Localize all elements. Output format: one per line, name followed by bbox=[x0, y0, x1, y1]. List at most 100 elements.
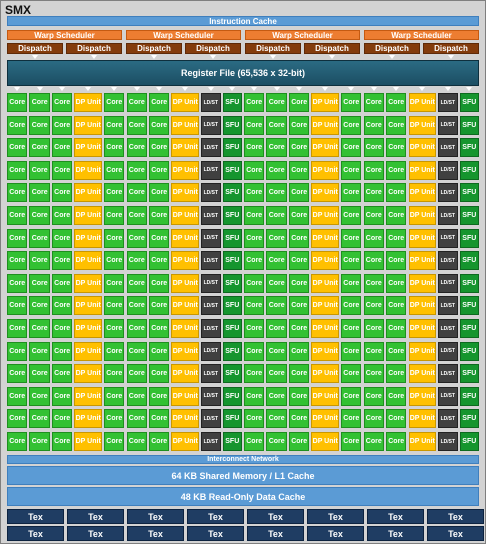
dp-unit: DP Unit bbox=[408, 273, 437, 293]
core: Core bbox=[288, 183, 310, 203]
core: Core bbox=[386, 273, 407, 293]
core: Core bbox=[126, 115, 147, 135]
register-arrow bbox=[182, 87, 189, 91]
core: Core bbox=[266, 319, 287, 338]
ld-st-unit: LD/ST bbox=[438, 251, 458, 271]
core: Core bbox=[7, 432, 28, 451]
texture-unit: Tex bbox=[427, 526, 484, 541]
core: Core bbox=[126, 319, 147, 338]
dispatch-unit: Dispatch bbox=[423, 43, 479, 54]
core: Core bbox=[126, 138, 147, 158]
core: Core bbox=[7, 296, 28, 316]
core: Core bbox=[7, 206, 28, 225]
sfu: SFU bbox=[222, 138, 242, 158]
dp-unit: DP Unit bbox=[171, 183, 200, 203]
dp-unit: DP Unit bbox=[408, 228, 437, 248]
core: Core bbox=[266, 386, 287, 406]
core: Core bbox=[386, 138, 407, 158]
warp-scheduler: Warp Scheduler bbox=[364, 30, 479, 40]
core: Core bbox=[363, 296, 384, 316]
core: Core bbox=[363, 409, 384, 429]
ld-st-unit: LD/ST bbox=[201, 386, 221, 406]
ld-st-unit: LD/ST bbox=[438, 93, 458, 112]
core: Core bbox=[288, 93, 310, 112]
core: Core bbox=[244, 386, 265, 406]
core: Core bbox=[244, 115, 265, 135]
register-arrow bbox=[444, 87, 451, 91]
dp-unit: DP Unit bbox=[408, 364, 437, 384]
sfu: SFU bbox=[459, 296, 479, 316]
dp-unit: DP Unit bbox=[408, 432, 437, 451]
core: Core bbox=[266, 432, 287, 451]
warp-scheduler: Warp Scheduler bbox=[7, 30, 122, 40]
core: Core bbox=[29, 251, 50, 271]
core: Core bbox=[126, 432, 147, 451]
core: Core bbox=[288, 409, 310, 429]
register-arrow bbox=[273, 87, 280, 91]
core: Core bbox=[341, 409, 362, 429]
ld-st-unit: LD/ST bbox=[201, 183, 221, 203]
core: Core bbox=[363, 386, 384, 406]
core: Core bbox=[126, 93, 147, 112]
ld-st-unit: LD/ST bbox=[201, 228, 221, 248]
core: Core bbox=[244, 138, 265, 158]
dp-unit: DP Unit bbox=[74, 115, 102, 135]
core: Core bbox=[126, 364, 147, 384]
core: Core bbox=[288, 432, 310, 451]
ld-st-unit: LD/ST bbox=[438, 206, 458, 225]
dp-unit: DP Unit bbox=[311, 93, 340, 112]
core: Core bbox=[386, 296, 407, 316]
core: Core bbox=[104, 432, 125, 451]
core: Core bbox=[363, 93, 384, 112]
core: Core bbox=[149, 183, 170, 203]
dp-unit: DP Unit bbox=[311, 296, 340, 316]
core: Core bbox=[149, 251, 170, 271]
dp-unit: DP Unit bbox=[74, 296, 102, 316]
dispatch-arrow bbox=[329, 55, 335, 59]
core: Core bbox=[149, 115, 170, 135]
core: Core bbox=[244, 364, 265, 384]
sfu: SFU bbox=[222, 251, 242, 271]
core: Core bbox=[266, 251, 287, 271]
core: Core bbox=[104, 183, 125, 203]
texture-unit: Tex bbox=[187, 509, 244, 524]
dispatch-arrow bbox=[448, 55, 454, 59]
dp-unit: DP Unit bbox=[171, 228, 200, 248]
core: Core bbox=[7, 364, 28, 384]
sfu: SFU bbox=[459, 93, 479, 112]
core: Core bbox=[244, 251, 265, 271]
sfu: SFU bbox=[459, 409, 479, 429]
core: Core bbox=[386, 183, 407, 203]
dispatch-arrow bbox=[389, 55, 395, 59]
core: Core bbox=[244, 319, 265, 338]
register-arrow bbox=[59, 87, 66, 91]
core: Core bbox=[288, 273, 310, 293]
core: Core bbox=[363, 228, 384, 248]
core: Core bbox=[386, 93, 407, 112]
sfu: SFU bbox=[222, 364, 242, 384]
dispatch-unit: Dispatch bbox=[364, 43, 420, 54]
core: Core bbox=[266, 364, 287, 384]
core: Core bbox=[341, 183, 362, 203]
core: Core bbox=[266, 341, 287, 361]
core: Core bbox=[104, 160, 125, 180]
dispatch-unit: Dispatch bbox=[245, 43, 301, 54]
sfu: SFU bbox=[222, 115, 242, 135]
warp-scheduler: Warp Scheduler bbox=[126, 30, 241, 40]
sfu: SFU bbox=[459, 341, 479, 361]
core: Core bbox=[149, 341, 170, 361]
core: Core bbox=[266, 296, 287, 316]
dp-unit: DP Unit bbox=[311, 138, 340, 158]
texture-unit: Tex bbox=[367, 509, 424, 524]
sfu: SFU bbox=[222, 386, 242, 406]
register-file: Register File (65,536 x 32-bit) bbox=[7, 60, 479, 86]
register-arrow bbox=[348, 87, 355, 91]
ld-st-unit: LD/ST bbox=[438, 341, 458, 361]
core: Core bbox=[244, 93, 265, 112]
core: Core bbox=[29, 183, 50, 203]
dp-unit: DP Unit bbox=[171, 341, 200, 361]
core: Core bbox=[51, 160, 73, 180]
core: Core bbox=[386, 206, 407, 225]
ld-st-unit: LD/ST bbox=[201, 409, 221, 429]
dp-unit: DP Unit bbox=[311, 386, 340, 406]
